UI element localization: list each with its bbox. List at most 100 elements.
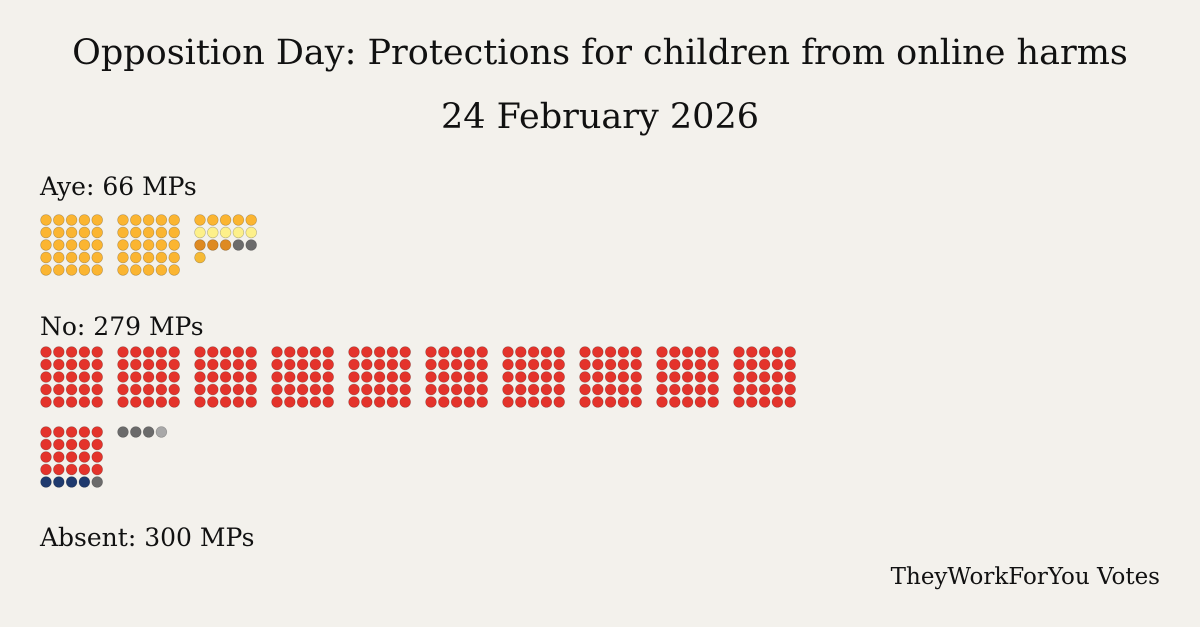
mp-dot (592, 383, 604, 396)
mp-dot (694, 346, 707, 358)
mp-dot (232, 383, 245, 396)
mp-dot (232, 226, 245, 239)
mp-dot (142, 251, 155, 264)
mp-dot (284, 383, 296, 396)
mp-dot (656, 371, 668, 383)
mp-dot (438, 383, 450, 396)
mp-dot (527, 358, 540, 371)
mp-dot (361, 346, 373, 358)
mp-dot (540, 346, 553, 358)
mp-dot (117, 251, 129, 264)
mp-dot (78, 463, 91, 476)
mp-dot (207, 239, 219, 251)
mp-dot (771, 383, 784, 396)
mp-dot (502, 371, 514, 383)
mp-dot (733, 346, 745, 358)
mp-dot (746, 358, 758, 371)
mp-dot (40, 396, 52, 408)
mp-dot (78, 383, 91, 396)
mp-dot (758, 371, 771, 383)
mp-dot (540, 383, 553, 396)
group-label: Absent: 300 MPs (39, 523, 254, 552)
mp-dot (361, 396, 373, 408)
mp-dot (155, 371, 168, 383)
mp-dot (373, 383, 386, 396)
mp-dot (284, 358, 296, 371)
mp-dot (91, 251, 103, 264)
mp-dot (373, 396, 386, 408)
mp-dot (219, 371, 232, 383)
mp-dot (53, 239, 65, 251)
mp-dot (155, 226, 168, 239)
mp-dot (617, 371, 630, 383)
mp-dot (617, 396, 630, 408)
mp-dot (65, 383, 78, 396)
mp-dot (348, 358, 360, 371)
mp-dot (91, 346, 103, 358)
mp-dot (681, 346, 694, 358)
mp-dot (553, 371, 565, 383)
mp-dot (245, 358, 257, 371)
mp-dot (669, 358, 681, 371)
mp-dot (91, 264, 103, 276)
mp-dot (746, 346, 758, 358)
mp-dot (784, 383, 796, 396)
mp-dot (53, 476, 65, 488)
mp-dot (784, 371, 796, 383)
mp-dot (168, 251, 180, 264)
group-label: No: 279 MPs (40, 312, 204, 341)
mp-dot (553, 358, 565, 371)
mp-dot (130, 358, 142, 371)
mp-dot (117, 426, 129, 438)
mp-dot (322, 346, 334, 358)
mp-dot (604, 371, 617, 383)
mp-dot (271, 346, 283, 358)
mp-dot (245, 214, 257, 226)
date: 24 February 2026 (441, 97, 759, 137)
mp-dot (40, 476, 52, 488)
mp-dot (399, 396, 411, 408)
mp-dot (386, 396, 399, 408)
mp-dot (656, 358, 668, 371)
mp-dot (40, 214, 52, 226)
mp-dot (463, 383, 476, 396)
mp-dot (656, 383, 668, 396)
mp-dot (373, 371, 386, 383)
mp-dot (194, 396, 206, 408)
mp-dot (399, 371, 411, 383)
mp-dot (65, 426, 78, 438)
mp-dot (142, 264, 155, 276)
mp-dot (117, 346, 129, 358)
mp-dot (296, 371, 309, 383)
mp-dot (271, 383, 283, 396)
mp-dot (309, 371, 322, 383)
mp-dot (694, 396, 707, 408)
mp-dot (771, 346, 784, 358)
title: Opposition Day: Protections for children… (72, 33, 1128, 73)
mp-dot (78, 226, 91, 239)
mp-dot (232, 239, 245, 251)
mp-dot (130, 346, 142, 358)
mp-dot (40, 358, 52, 371)
mp-dot (617, 383, 630, 396)
mp-dot (245, 226, 257, 239)
mp-dot (245, 346, 257, 358)
mp-dot (53, 226, 65, 239)
mp-dot (91, 396, 103, 408)
mp-dot (694, 383, 707, 396)
mp-dot (515, 346, 527, 358)
mp-dot (78, 346, 91, 358)
mp-dot (348, 383, 360, 396)
mp-dot (592, 371, 604, 383)
mp-dot (476, 396, 488, 408)
mp-dot (155, 396, 168, 408)
mp-dot (142, 396, 155, 408)
mp-dot (168, 396, 180, 408)
mp-dot (245, 239, 257, 251)
mp-dot (78, 264, 91, 276)
mp-dot (219, 396, 232, 408)
mp-dot (40, 463, 52, 476)
mp-dot (694, 358, 707, 371)
mp-dot (669, 383, 681, 396)
mp-dot (579, 371, 591, 383)
